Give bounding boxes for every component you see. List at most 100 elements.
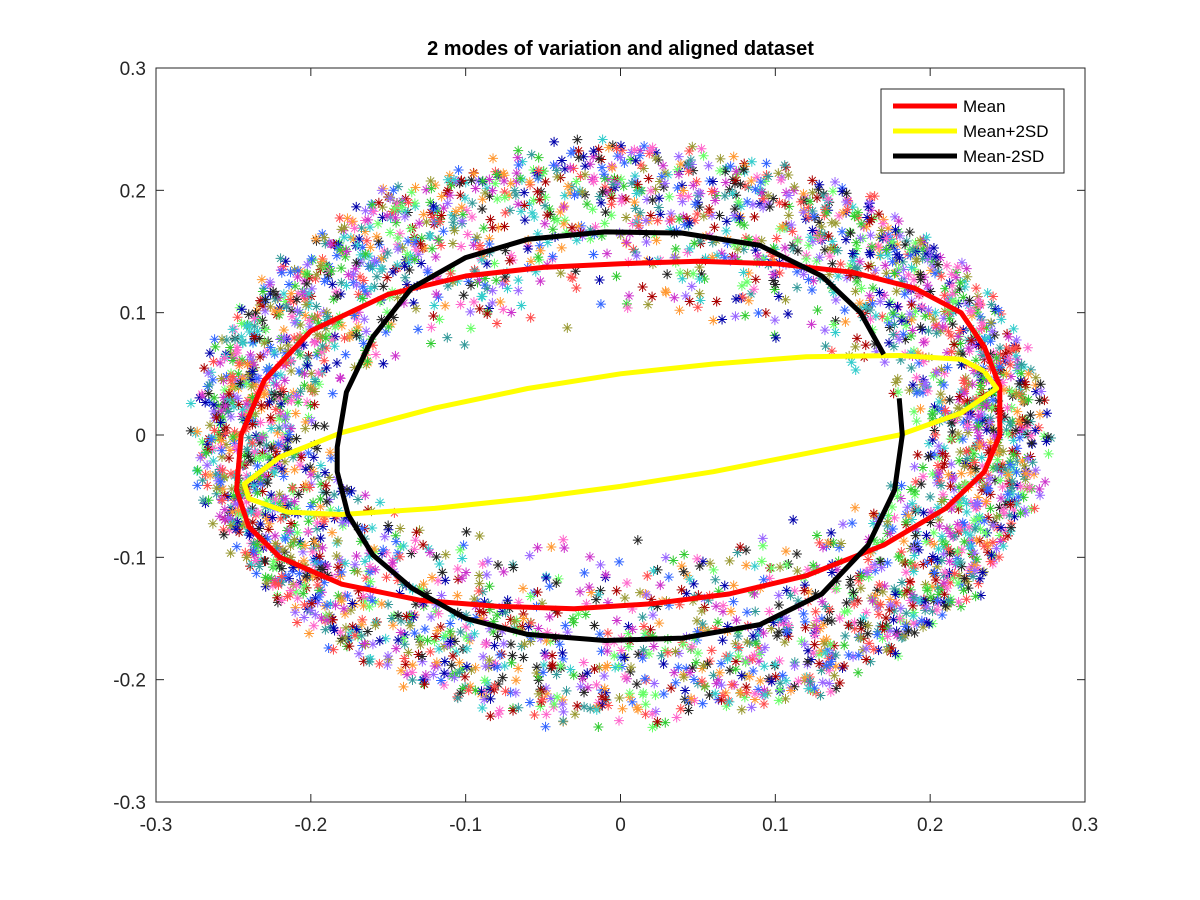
scatter-point <box>696 606 707 617</box>
scatter-point <box>736 280 747 291</box>
scatter-point <box>868 508 879 519</box>
scatter-point <box>746 702 757 713</box>
scatter-point <box>304 315 315 326</box>
scatter-point <box>647 195 658 206</box>
scatter-point <box>487 297 498 308</box>
scatter-point <box>619 157 630 168</box>
scatter-point <box>843 620 854 631</box>
scatter-point <box>802 659 813 670</box>
scatter-point <box>958 585 969 596</box>
scatter-point <box>694 560 705 571</box>
scatter-point <box>325 447 336 458</box>
scatter-point <box>439 679 450 690</box>
scatter-point <box>947 296 958 307</box>
scatter-point <box>915 235 926 246</box>
scatter-point <box>775 562 786 573</box>
scatter-point <box>319 601 330 612</box>
scatter-point <box>597 134 608 145</box>
scatter-point <box>904 385 915 396</box>
scatter-point <box>273 439 284 450</box>
scatter-point <box>911 619 922 630</box>
scatter-point <box>288 579 299 590</box>
scatter-point <box>873 241 884 252</box>
scatter-point <box>351 624 362 635</box>
scatter-point <box>400 272 411 283</box>
scatter-point <box>244 530 255 541</box>
scatter-point <box>410 182 421 193</box>
scatter-point <box>1008 505 1019 516</box>
scatter-point <box>499 170 510 181</box>
scatter-point <box>371 231 382 242</box>
scatter-point <box>537 694 548 705</box>
scatter-point <box>1007 445 1018 456</box>
scatter-point <box>540 192 551 203</box>
scatter-point <box>870 590 881 601</box>
scatter-point <box>431 657 442 668</box>
scatter-point <box>474 578 485 589</box>
scatter-point <box>808 560 819 571</box>
scatter-point <box>981 322 992 333</box>
scatter-point <box>326 571 337 582</box>
scatter-point <box>870 565 881 576</box>
scatter-point <box>806 654 817 665</box>
scatter-point <box>481 569 492 580</box>
scatter-point <box>819 244 830 255</box>
scatter-point <box>788 514 799 525</box>
scatter-point <box>803 645 814 656</box>
scatter-point <box>208 356 219 367</box>
scatter-point <box>302 483 313 494</box>
scatter-point <box>959 461 970 472</box>
scatter-point <box>415 633 426 644</box>
scatter-point <box>237 483 248 494</box>
scatter-point <box>834 210 845 221</box>
scatter-point <box>324 472 335 483</box>
scatter-point <box>192 426 203 437</box>
scatter-point <box>669 667 680 678</box>
x-tick-label: 0.2 <box>917 815 943 836</box>
scatter-point <box>612 151 623 162</box>
scatter-point <box>446 265 457 276</box>
scatter-point <box>887 237 898 248</box>
scatter-point <box>853 212 864 223</box>
scatter-point <box>830 177 841 188</box>
scatter-point <box>952 262 963 273</box>
scatter-point <box>939 589 950 600</box>
scatter-point <box>647 631 658 642</box>
scatter-point <box>499 192 510 203</box>
scatter-point <box>841 188 852 199</box>
scatter-point <box>834 677 845 688</box>
scatter-point <box>875 620 886 631</box>
scatter-point <box>267 512 278 523</box>
scatter-point <box>683 166 694 177</box>
scatter-point <box>317 341 328 352</box>
scatter-point <box>474 531 485 542</box>
scatter-point <box>651 235 662 246</box>
scatter-point <box>981 400 992 411</box>
scatter-point <box>888 341 899 352</box>
scatter-point <box>895 614 906 625</box>
scatter-point <box>505 614 516 625</box>
scatter-point <box>206 434 217 445</box>
scatter-point <box>325 621 336 632</box>
scatter-point <box>580 161 591 172</box>
scatter-point <box>493 679 504 690</box>
scatter-point <box>331 537 342 548</box>
scatter-point <box>410 303 421 314</box>
scatter-point <box>448 174 459 185</box>
scatter-point <box>924 309 935 320</box>
scatter-point <box>312 597 323 608</box>
scatter-point <box>246 374 257 385</box>
scatter-point <box>1002 530 1013 541</box>
scatter-point <box>319 577 330 588</box>
scatter-point <box>205 420 216 431</box>
scatter-point <box>387 267 398 278</box>
scatter-point <box>444 638 455 649</box>
scatter-point <box>567 613 578 624</box>
scatter-point <box>645 210 656 221</box>
scatter-point <box>838 207 849 218</box>
scatter-point <box>313 368 324 379</box>
scatter-point <box>626 662 637 673</box>
scatter-point <box>670 243 681 254</box>
scatter-point <box>347 621 358 632</box>
scatter-point <box>945 577 956 588</box>
